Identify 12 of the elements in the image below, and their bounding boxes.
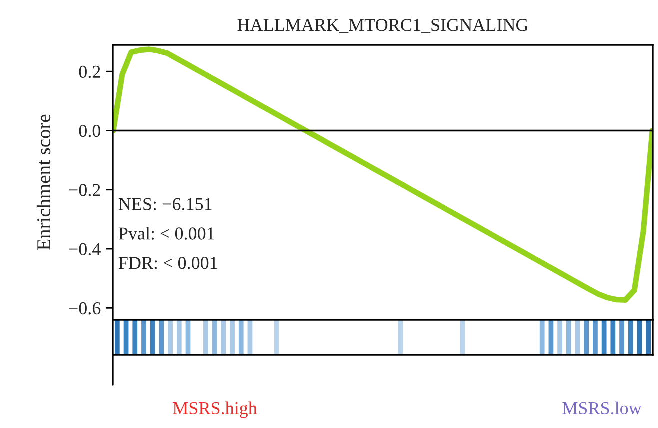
y-tick-label: 0.0 <box>79 125 101 138</box>
y-axis-title: Enrichment score <box>36 114 51 250</box>
y-tick-label: 0.2 <box>79 66 100 78</box>
y-tick-label: −0.2 <box>69 184 100 196</box>
chart-title: HALLMARK_MTORC1_SIGNALING <box>238 19 528 34</box>
y-tick-label: −0.4 <box>69 243 101 256</box>
annotation: NES: −6.151 <box>118 198 212 210</box>
text: MSRS.low <box>562 402 642 415</box>
annotation: Pval: < 0.001 <box>118 227 214 240</box>
text: MSRS.high <box>173 402 258 418</box>
y-tick-label: −0.6 <box>69 302 101 315</box>
annotation: FDR: < 0.001 <box>118 257 218 270</box>
